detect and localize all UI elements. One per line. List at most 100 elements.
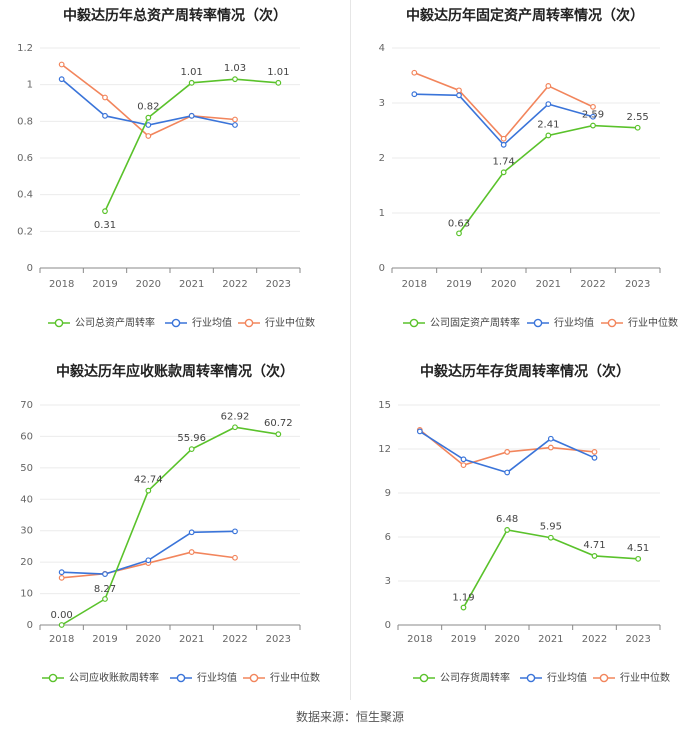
y-tick-label: 0.4 xyxy=(17,190,33,201)
data-point-avg xyxy=(58,569,65,576)
x-tick-label: 2018 xyxy=(49,634,74,645)
y-tick-label: 10 xyxy=(20,589,33,600)
legend-item-median[interactable]: 行业中位数 xyxy=(238,316,315,329)
data-point-avg xyxy=(145,557,152,564)
legend-label: 公司存货周转率 xyxy=(440,671,510,684)
data-point-median xyxy=(232,116,238,123)
chart-svg: 中毅达历年应收账款周转率情况（次） 0 10 20 30 40 50 60 70 2018 2019… xyxy=(20,363,320,684)
legend-item-avg[interactable]: 行业均值 xyxy=(165,316,232,329)
chart-svg: 中毅达历年存货周转率情况（次） 0 3 6 9 12 15 2018 2019 2020 2021 2… xyxy=(378,363,670,684)
chart-svg: 中毅达历年总资产周转率情况（次） 0 0.2 0.4 0.6 0.8 1 1.2 2018 201… xyxy=(17,7,315,329)
legend-marker-icon xyxy=(244,318,254,328)
legend-item-avg[interactable]: 行业均值 xyxy=(170,671,237,684)
y-tick-label: 3 xyxy=(385,576,391,587)
panel-divider xyxy=(350,0,351,700)
data-point-avg xyxy=(232,528,238,535)
chart-svg: 中毅达历年固定资产周转率情况（次） 0 1 2 3 4 2018 2019 2020 2021 20… xyxy=(379,7,678,329)
data-point-company xyxy=(232,424,238,431)
data-label: 2.41 xyxy=(537,119,559,130)
x-tick-label: 2022 xyxy=(582,634,607,645)
data-point-median xyxy=(590,103,596,110)
data-point-median xyxy=(545,83,552,89)
chart-title: 中毅达历年应收账款周转率情况（次） xyxy=(56,363,294,380)
data-label: 1.01 xyxy=(181,67,203,78)
x-tick-label: 2022 xyxy=(580,279,605,290)
legend-item-company[interactable]: 公司总资产周转率 xyxy=(48,316,155,329)
data-point-median xyxy=(411,69,418,76)
legend-item-company[interactable]: 公司应收账款周转率 xyxy=(42,671,159,684)
data-point-company xyxy=(460,604,467,611)
chart-title: 中毅达历年存货周转率情况（次） xyxy=(420,363,630,380)
data-label: 1.01 xyxy=(267,67,289,78)
data-point-company xyxy=(591,553,598,559)
series-line-company xyxy=(462,529,639,608)
data-point-median xyxy=(500,135,507,142)
y-tick-label: 0.8 xyxy=(17,116,33,127)
data-point-median xyxy=(58,61,65,68)
y-tick-label: 4 xyxy=(379,43,385,54)
series-line-company xyxy=(104,78,279,212)
data-label: 55.96 xyxy=(177,433,206,444)
legend-label: 行业均值 xyxy=(197,671,237,684)
data-point-median xyxy=(232,554,238,561)
data-label: 1.74 xyxy=(493,156,515,167)
x-tick-label: 2023 xyxy=(266,634,291,645)
legend-item-avg[interactable]: 行业均值 xyxy=(527,316,594,329)
y-tick-label: 3 xyxy=(379,98,385,109)
chart-title: 中毅达历年总资产周转率情况（次） xyxy=(63,7,287,24)
data-point-company xyxy=(188,79,195,86)
y-tick-label: 0 xyxy=(385,620,391,631)
data-point-avg xyxy=(145,122,152,128)
data-label: 1.03 xyxy=(224,63,246,74)
legend-item-avg[interactable]: 行业均值 xyxy=(520,671,587,684)
data-point-avg xyxy=(547,435,554,442)
data-point-avg xyxy=(590,113,596,120)
legend-marker-icon xyxy=(526,673,536,683)
legend-item-median[interactable]: 行业中位数 xyxy=(243,671,320,684)
y-tick-label: 70 xyxy=(20,400,33,411)
y-tick-label: 50 xyxy=(20,463,33,474)
data-point-avg xyxy=(58,76,65,83)
legend-label: 行业中位数 xyxy=(628,316,678,329)
x-tick-label: 2018 xyxy=(402,279,427,290)
data-point-median xyxy=(102,94,108,101)
data-point-avg xyxy=(460,456,467,463)
data-label: 0.63 xyxy=(448,218,470,229)
data-label: 6.48 xyxy=(496,514,518,525)
data-label: 4.51 xyxy=(627,543,649,554)
legend-marker-icon xyxy=(599,673,609,683)
series-line-median xyxy=(414,72,594,140)
y-tick-label: 0 xyxy=(27,263,33,274)
legend-label: 行业中位数 xyxy=(270,671,320,684)
data-label: 0.82 xyxy=(137,102,159,113)
x-tick-label: 2020 xyxy=(494,634,519,645)
series-line-avg xyxy=(61,530,236,575)
source-note: 数据来源：恒生聚源 xyxy=(295,710,404,724)
data-point-avg xyxy=(188,112,195,119)
data-point-avg xyxy=(411,91,418,98)
x-tick-label: 2020 xyxy=(136,279,161,290)
data-point-company xyxy=(547,534,554,541)
x-tick-label: 2021 xyxy=(536,279,561,290)
y-tick-label: 1 xyxy=(379,208,385,219)
chart-title: 中毅达历年固定资产周转率情况（次） xyxy=(406,7,644,24)
data-point-avg xyxy=(504,469,511,476)
legend-item-median[interactable]: 行业中位数 xyxy=(593,671,670,684)
legend-item-company[interactable]: 公司存货周转率 xyxy=(413,671,510,684)
y-tick-label: 60 xyxy=(20,431,33,442)
data-point-company xyxy=(456,230,462,237)
data-point-company xyxy=(590,122,596,129)
data-point-median xyxy=(58,574,65,581)
chart-total-asset-turnover: 中毅达历年总资产周转率情况（次） 0 0.2 0.4 0.6 0.8 1 1.2 2018 201… xyxy=(0,0,350,350)
legend-item-company[interactable]: 公司固定资产周转率 xyxy=(403,316,520,329)
legend-item-median[interactable]: 行业中位数 xyxy=(601,316,678,329)
data-point-company xyxy=(188,446,195,453)
data-point-avg xyxy=(591,454,598,461)
y-tick-label: 6 xyxy=(385,532,391,543)
data-point-avg xyxy=(102,112,108,119)
y-tick-label: 40 xyxy=(20,494,33,505)
x-tick-label: 2019 xyxy=(92,634,117,645)
series-line-company xyxy=(458,124,638,234)
data-point-company xyxy=(58,622,65,628)
y-tick-label: 12 xyxy=(378,444,391,455)
